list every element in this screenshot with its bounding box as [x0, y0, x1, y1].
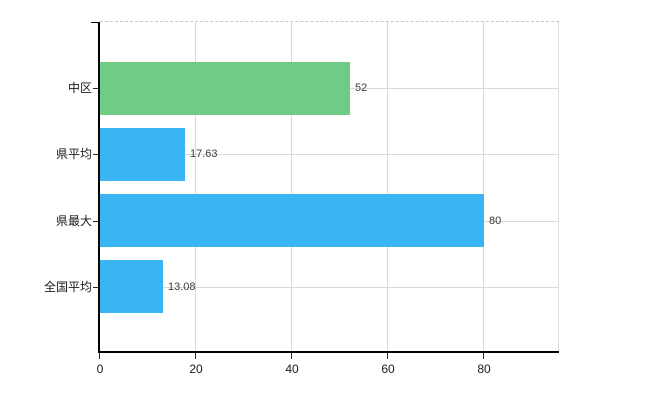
category-label-県平均: 県平均 [55, 147, 92, 161]
bar-県平均 [100, 128, 185, 181]
x-tick-label: 60 [381, 362, 395, 376]
category-label-県最大: 県最大 [55, 214, 92, 228]
x-tick-label: 20 [189, 362, 203, 376]
bar-中区 [100, 62, 350, 115]
x-axis-tick [195, 353, 196, 359]
bar-value-label: 13.08 [168, 281, 196, 293]
x-axis-line [98, 351, 559, 353]
y-axis-tick [93, 221, 99, 222]
x-axis-tick [99, 353, 100, 359]
bar-value-label: 80 [489, 215, 502, 227]
y-axis-tick [93, 287, 99, 288]
vertical-gridline [291, 22, 292, 353]
category-label-中区: 中区 [67, 81, 92, 95]
bar-全国平均 [100, 260, 163, 313]
vertical-gridline [483, 22, 484, 353]
y-axis-tick [93, 88, 99, 89]
x-tick-label: 0 [96, 362, 104, 376]
y-axis-tick [93, 154, 99, 155]
x-axis-tick [483, 353, 484, 359]
horizontal-gridline [100, 287, 559, 288]
bar-value-label: 52 [355, 82, 368, 94]
vertical-gridline [387, 22, 388, 353]
plot-border-right [558, 22, 559, 353]
category-label-全国平均: 全国平均 [43, 280, 92, 294]
x-axis-tick [291, 353, 292, 359]
horizontal-gridline [100, 154, 559, 155]
bar-value-label: 17.63 [190, 148, 218, 160]
y-axis-line [98, 22, 100, 353]
bar-県最大 [100, 194, 484, 247]
x-tick-label: 40 [285, 362, 299, 376]
vertical-gridline [195, 22, 196, 353]
y-axis-top-tick [91, 22, 98, 23]
x-axis-tick [387, 353, 388, 359]
x-tick-label: 80 [477, 362, 491, 376]
plot-border-top [100, 21, 559, 22]
